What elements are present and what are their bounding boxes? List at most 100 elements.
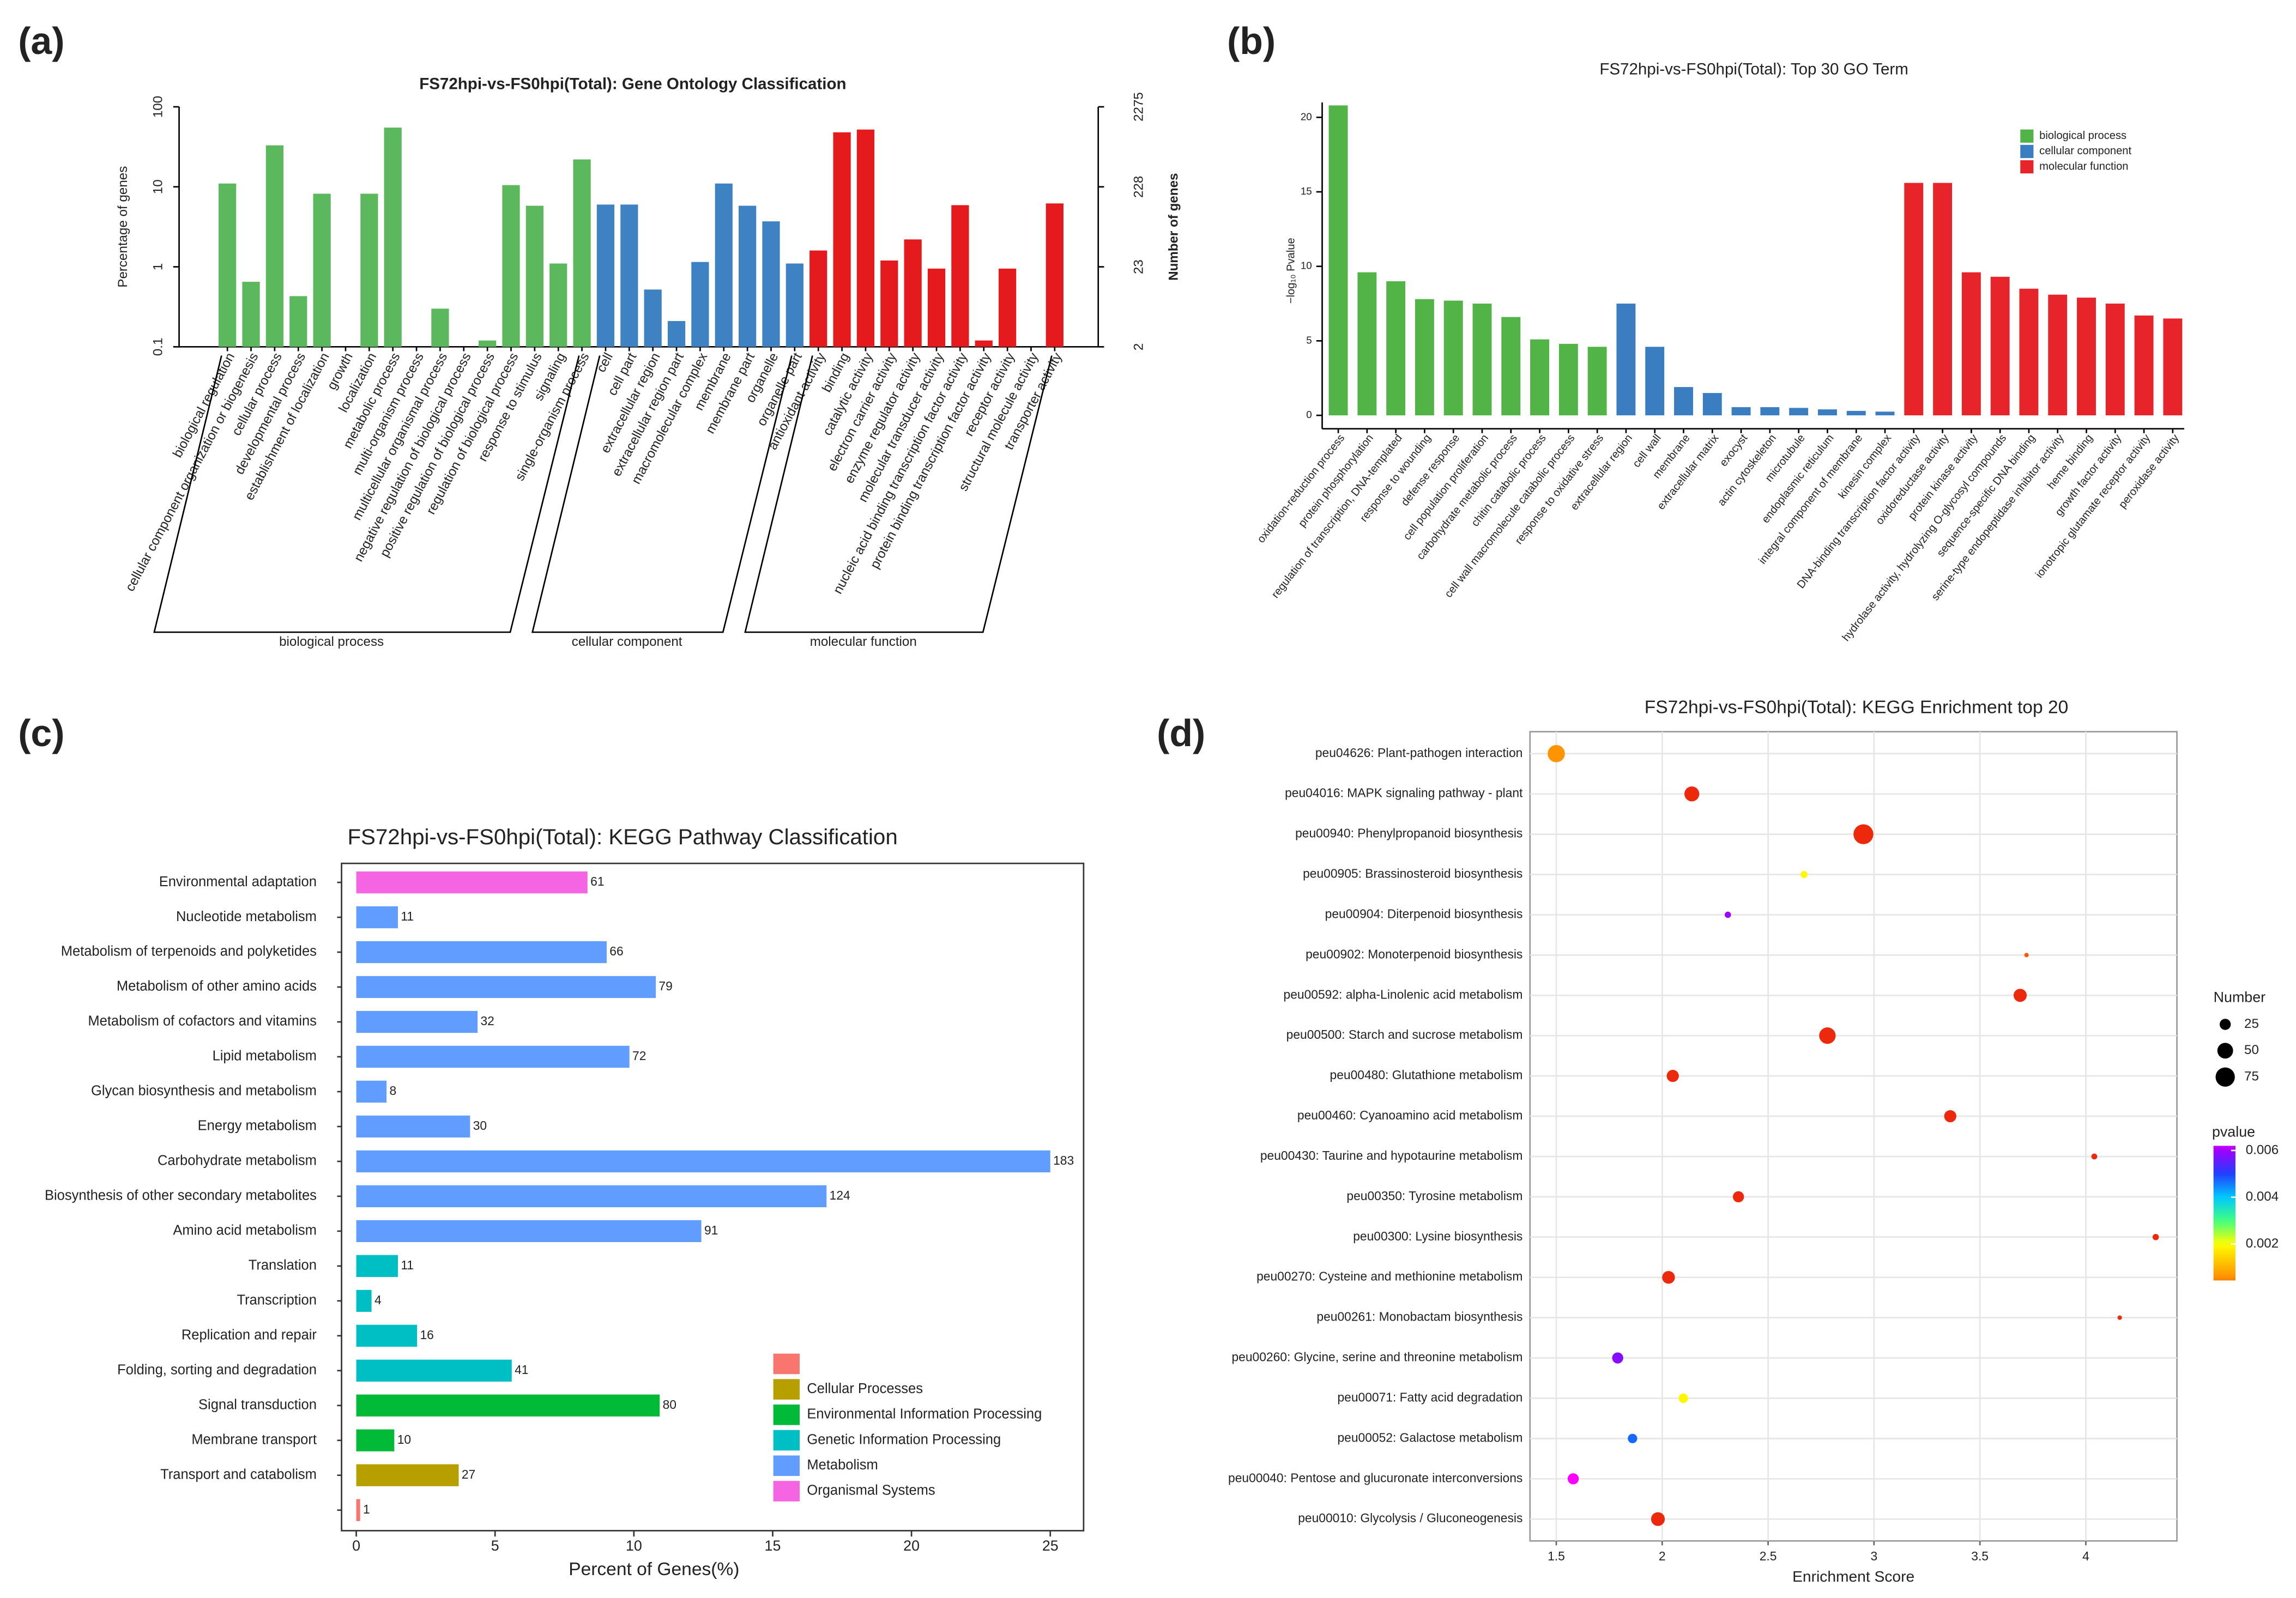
count-label: 79: [658, 979, 672, 993]
bar: [356, 1394, 660, 1417]
bar: [927, 268, 946, 347]
y-tick-label: peu00260: Glycine, serine and threonine …: [1231, 1350, 1522, 1364]
bar: [762, 221, 780, 347]
bar: [219, 183, 237, 347]
size-legend-label: 75: [2244, 1069, 2259, 1084]
bar: [1904, 183, 1924, 416]
bar: [1415, 299, 1434, 416]
y-tick-label: 5: [1306, 334, 1312, 346]
bar: [644, 289, 662, 347]
bar: [596, 204, 615, 347]
bar: [975, 340, 993, 347]
count-label: 11: [401, 909, 414, 923]
y-tick-label: peu00350: Tyrosine metabolism: [1346, 1189, 1522, 1203]
bar: [1443, 300, 1463, 416]
y-tick-label: 15: [1301, 185, 1312, 197]
bar: [356, 1010, 478, 1033]
size-legend-label: 50: [2244, 1043, 2259, 1057]
bar: [1789, 408, 1809, 416]
legend-swatch: [773, 1481, 800, 1502]
legend-swatch: [773, 1353, 800, 1375]
bar: [549, 263, 567, 347]
bar: [856, 129, 875, 347]
bubble: [1628, 1433, 1638, 1444]
y-tick-label: peu00500: Starch and sucrose metabolism: [1286, 1027, 1523, 1042]
bubble: [1800, 871, 1808, 878]
bubble: [1678, 1393, 1688, 1403]
y-axis-label: −log₁₀ Pvalue: [1285, 238, 1297, 304]
group-label: cellular component: [572, 634, 682, 649]
y-tick-label: peu00904: Diterpenoid biosynthesis: [1325, 906, 1523, 921]
y-tick-label: Replication and repair: [182, 1328, 317, 1343]
y-tick-label: Amino acid metabolism: [173, 1223, 317, 1238]
bar: [356, 1429, 395, 1451]
size-legend-title: Number: [2214, 989, 2265, 1005]
y-tick-label: Metabolism of terpenoids and polyketides: [61, 944, 317, 959]
bar: [265, 145, 283, 347]
y-tick-label: Carbohydrate metabolism: [158, 1153, 317, 1169]
plot-frame: [341, 862, 1085, 1532]
y-tick-label: peu00460: Cyanoamino acid metabolism: [1297, 1108, 1522, 1122]
bubble: [1853, 824, 1874, 844]
count-label: 10: [397, 1432, 411, 1446]
x-axis-label: Percent of Genes(%): [569, 1559, 739, 1579]
chart-title: FS72hpi-vs-FS0hpi(Total): KEGG Enrichmen…: [1645, 697, 2069, 717]
y-tick-label: Transport and catabolism: [160, 1467, 317, 1482]
bar: [242, 282, 260, 347]
y-tick-label: peu00300: Lysine biosynthesis: [1353, 1229, 1522, 1243]
bubble: [1651, 1512, 1665, 1526]
chart-title: FS72hpi-vs-FS0hpi(Total): Gene Ontology …: [419, 75, 846, 93]
bar: [360, 193, 378, 347]
count-label: 1: [363, 1502, 370, 1516]
bar: [479, 340, 497, 347]
count-label: 32: [480, 1014, 494, 1028]
bar: [1645, 347, 1665, 416]
y-tick-label: Metabolism of other amino acids: [117, 979, 317, 994]
y2-tick-label: 23: [1131, 259, 1146, 274]
y-tick-label: 20: [1301, 111, 1312, 122]
size-legend-label: 25: [2244, 1016, 2259, 1031]
bar: [2134, 315, 2154, 416]
size-legend-circle: [2215, 1067, 2235, 1087]
y-tick-label: Biosynthesis of other secondary metaboli…: [45, 1188, 317, 1203]
count-label: 91: [704, 1223, 718, 1237]
bar: [1046, 203, 1064, 347]
y-tick-label: peu00270: Cysteine and methionine metabo…: [1256, 1269, 1522, 1284]
y-tick-label: peu00592: alpha-Linolenic acid metabolis…: [1284, 987, 1523, 1001]
bar: [1846, 410, 1866, 416]
bar: [356, 1185, 827, 1208]
count-label: 30: [473, 1118, 487, 1133]
bar: [998, 268, 1017, 347]
bar: [502, 185, 520, 347]
x-tick-label: 1.5: [1548, 1549, 1565, 1563]
legend-label: Cellular Processes: [807, 1381, 923, 1396]
bar: [356, 1290, 372, 1312]
x-tick-label: 3: [1871, 1549, 1878, 1563]
legend-label: cellular component: [2039, 145, 2131, 157]
y-tick-label: peu00480: Glutathione metabolism: [1330, 1068, 1523, 1082]
bubble: [1732, 1191, 1744, 1203]
x-tick-label: kinesin complex: [1836, 432, 1894, 501]
bar: [620, 204, 638, 347]
bar: [356, 976, 656, 998]
count-label: 72: [632, 1049, 646, 1063]
bar: [2105, 304, 2125, 416]
legend-swatch: [773, 1430, 800, 1451]
color-legend-title: pvalue: [2212, 1123, 2255, 1140]
legend-swatch: [773, 1379, 800, 1400]
bar: [691, 262, 709, 347]
count-label: 27: [462, 1467, 475, 1481]
legend-label: molecular function: [2039, 160, 2128, 172]
bar: [951, 205, 969, 347]
legend-swatch: [773, 1405, 800, 1425]
y2-axis-label: Number of genes: [1167, 173, 1181, 281]
bar: [356, 906, 398, 929]
y-tick-label: Metabolism of cofactors and vitamins: [88, 1014, 317, 1029]
bubble: [2091, 1153, 2098, 1160]
group-label: biological process: [279, 634, 384, 649]
y-tick-label: 0.1: [150, 338, 165, 356]
panel-label: (d): [1157, 712, 1205, 754]
bar: [1990, 276, 2010, 416]
bar: [1702, 393, 1722, 416]
chart-title: FS72hpi-vs-FS0hpi(Total): KEGG Pathway C…: [347, 825, 897, 849]
